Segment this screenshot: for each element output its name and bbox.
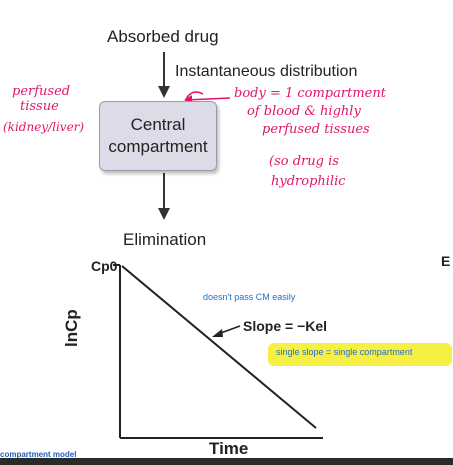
arrow-head-bottom [158,208,170,220]
central-label-line1: Central [130,115,186,134]
hand-note-right-2: of blood & highly [247,104,361,119]
highlight-marker [268,343,452,366]
slope-label: Slope = −Kel [243,318,328,334]
central-compartment-box: Central compartment [99,101,217,171]
pink-arrow-line [185,97,231,101]
hand-note-right-5: hydrophilic [271,174,346,189]
bottom-bar [0,458,453,465]
elimination-label: Elimination [123,230,207,249]
pink-arrow-curve [185,91,204,100]
absorbed-drug-label: Absorbed drug [107,27,219,46]
highlight-note: single slope = single compartment [276,347,413,357]
y-axis-label: lnCp [62,309,81,347]
hand-note-right-4: (so drug is [269,154,339,169]
hand-note-right-3: perfused tissues [262,122,370,137]
instantaneous-distribution-label: Instantaneous distribution [175,63,358,80]
hand-note-left-2: tissue [20,99,59,114]
decline-line [121,265,317,429]
blue-note: doesn't pass CM easily [203,292,296,302]
x-axis-label: Time [209,439,249,458]
hand-note-right-1: body = 1 compartment [234,86,386,101]
slope-pointer-head [212,329,223,337]
y-tick-label: Cp0 [91,258,118,274]
central-label-line2: compartment [108,137,208,156]
side-letter: E [441,253,451,269]
hand-note-left-3: (kidney/liver) [3,120,85,134]
hand-note-left-1: perfused [12,84,71,99]
arrow-head-top [158,86,170,98]
bottom-caption: compartment model [0,450,77,459]
